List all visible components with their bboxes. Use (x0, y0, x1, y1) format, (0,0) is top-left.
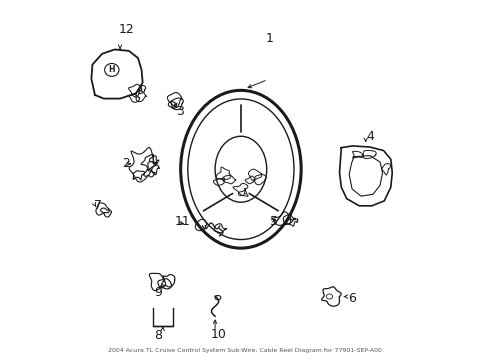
Text: 3: 3 (176, 105, 184, 118)
Text: 8: 8 (154, 329, 162, 342)
Text: 4: 4 (366, 130, 373, 144)
Text: 2: 2 (122, 157, 129, 170)
Text: H: H (108, 66, 115, 75)
Text: 5: 5 (269, 215, 277, 228)
Text: 2004 Acura TL Cruise Control System Sub-Wire, Cable Reel Diagram for 77901-SEP-A: 2004 Acura TL Cruise Control System Sub-… (107, 348, 381, 353)
Text: 10: 10 (210, 328, 226, 341)
Text: 11: 11 (174, 215, 190, 228)
Text: 1: 1 (265, 32, 273, 45)
Text: 12: 12 (119, 23, 135, 36)
Text: 9: 9 (154, 287, 162, 300)
Text: 6: 6 (348, 292, 356, 305)
Text: 7: 7 (94, 199, 102, 212)
